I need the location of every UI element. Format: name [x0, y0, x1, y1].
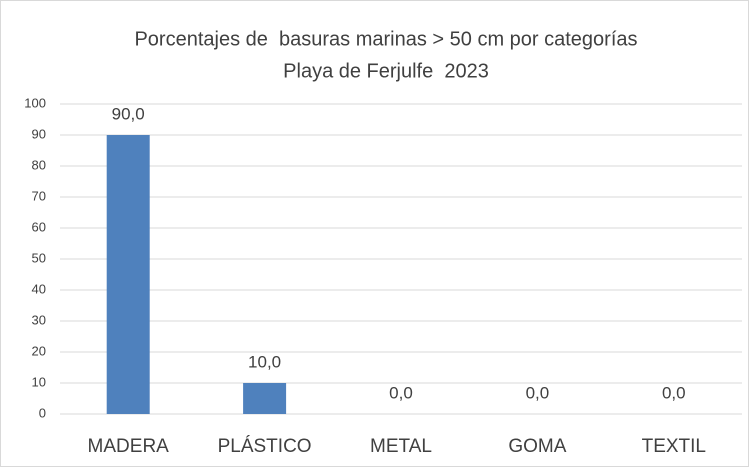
chart-title: Porcentajes de basuras marinas > 50 cm p… — [134, 28, 637, 50]
y-tick-label: 60 — [32, 219, 46, 234]
y-tick-label: 80 — [32, 157, 46, 172]
value-label: 0,0 — [662, 383, 686, 402]
y-tick-label: 10 — [32, 374, 46, 389]
x-tick-label: PLÁSTICO — [218, 436, 312, 457]
chart-subtitle: Playa de Ferjulfe 2023 — [283, 60, 489, 82]
value-label: 0,0 — [389, 383, 413, 402]
bar — [243, 383, 287, 414]
x-tick-label: MADERA — [88, 436, 170, 457]
value-label: 90,0 — [112, 104, 145, 123]
bar — [106, 135, 150, 414]
value-label: 0,0 — [526, 383, 550, 402]
x-tick-label: TEXTIL — [642, 436, 706, 457]
y-tick-label: 50 — [32, 250, 46, 265]
y-tick-label: 0 — [39, 405, 46, 420]
y-tick-label: 40 — [32, 281, 46, 296]
y-tick-label: 20 — [32, 343, 46, 358]
value-label: 10,0 — [248, 352, 281, 371]
y-tick-label: 30 — [32, 312, 46, 327]
y-tick-label: 70 — [32, 188, 46, 203]
x-tick-label: GOMA — [508, 436, 566, 457]
x-tick-label: METAL — [370, 436, 432, 457]
y-tick-label: 90 — [32, 126, 46, 141]
y-tick-label: 100 — [24, 95, 46, 110]
